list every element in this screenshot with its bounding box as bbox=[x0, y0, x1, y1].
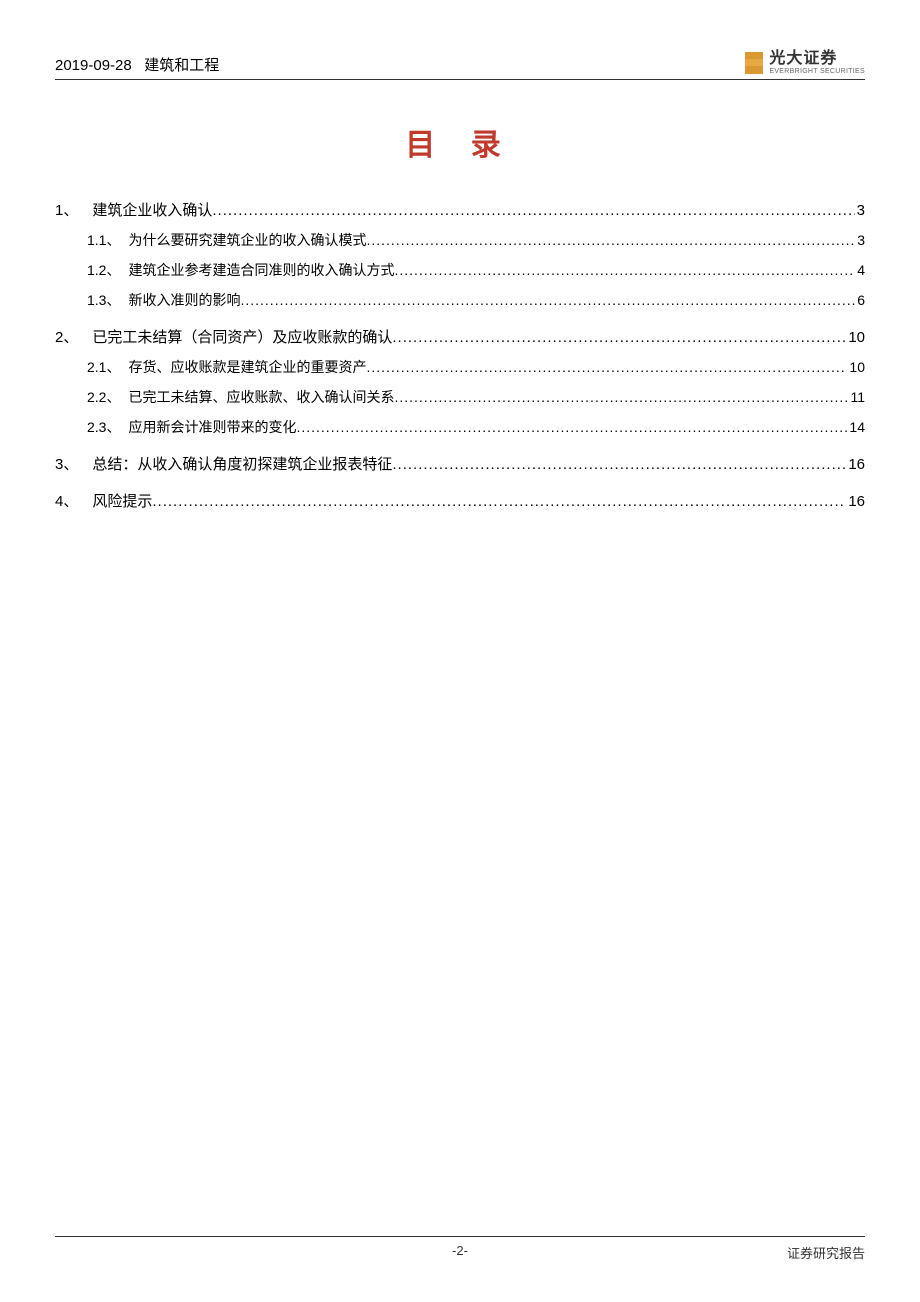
toc-num: 1.3、 bbox=[87, 290, 120, 310]
toc-dots bbox=[394, 262, 855, 278]
toc-label: 总结：从收入确认角度初探建筑企业报表特征 bbox=[92, 453, 392, 474]
toc-label: 应用新会计准则带来的变化 bbox=[128, 417, 296, 437]
toc-page: 16 bbox=[846, 456, 865, 473]
toc-num: 1.1、 bbox=[87, 230, 120, 250]
toc-entry-sub: 1.2、建筑企业参考建造合同准则的收入确认方式 4 bbox=[87, 260, 865, 280]
toc-section: 1、建筑企业收入确认 3 1.1、为什么要研究建筑企业的收入确认模式 3 1.2、建筑企… bbox=[55, 199, 865, 310]
toc-page: 14 bbox=[847, 419, 865, 435]
toc-section: 3、总结：从收入确认角度初探建筑企业报表特征 16 bbox=[55, 453, 865, 474]
toc-num: 3、 bbox=[55, 453, 78, 474]
toc-label: 风险提示 bbox=[92, 490, 152, 511]
toc-num: 1、 bbox=[55, 199, 78, 220]
toc-num: 2.3、 bbox=[87, 417, 120, 437]
page-footer: -2- 证券研究报告 bbox=[55, 1236, 865, 1262]
toc-num: 2.2、 bbox=[87, 387, 120, 407]
toc-entry-sub: 1.3、新收入准则的影响 6 bbox=[87, 290, 865, 310]
toc-page: 10 bbox=[846, 329, 865, 346]
toc-entry-sub: 1.1、为什么要研究建筑企业的收入确认模式 3 bbox=[87, 230, 865, 250]
toc-dots bbox=[366, 232, 855, 248]
toc-dots bbox=[152, 493, 846, 510]
toc-label: 为什么要研究建筑企业的收入确认模式 bbox=[128, 230, 366, 250]
toc-entry-sub: 2.1、存货、应收账款是建筑企业的重要资产 10 bbox=[87, 357, 865, 377]
toc-page: 3 bbox=[855, 202, 865, 219]
toc-entry-main: 2、已完工未结算（合同资产）及应收账款的确认 10 bbox=[55, 326, 865, 347]
toc-page: 16 bbox=[846, 493, 865, 510]
toc-dots bbox=[392, 329, 846, 346]
toc-dots bbox=[212, 202, 854, 219]
header-meta: 2019-09-28 建筑和工程 bbox=[55, 54, 219, 75]
toc-dots bbox=[240, 292, 855, 308]
footer-page-number: -2- bbox=[452, 1243, 468, 1258]
toc-entry-main: 3、总结：从收入确认角度初探建筑企业报表特征 16 bbox=[55, 453, 865, 474]
toc-entry-main: 1、建筑企业收入确认 3 bbox=[55, 199, 865, 220]
toc-num: 1.2、 bbox=[87, 260, 120, 280]
toc-num: 2、 bbox=[55, 326, 78, 347]
page-header: 2019-09-28 建筑和工程 光大证券 EVERBRIGHT SECURIT… bbox=[55, 50, 865, 80]
toc-title: 目 录 bbox=[55, 120, 865, 164]
toc-section: 4、风险提示 16 bbox=[55, 490, 865, 511]
toc-page: 10 bbox=[847, 359, 865, 375]
toc-entry-sub: 2.3、应用新会计准则带来的变化 14 bbox=[87, 417, 865, 437]
toc-page: 3 bbox=[855, 232, 865, 248]
logo-text: 光大证券 EVERBRIGHT SECURITIES bbox=[769, 50, 865, 75]
logo-icon bbox=[745, 52, 763, 74]
toc-section: 2、已完工未结算（合同资产）及应收账款的确认102.1、存货、应收账款是建筑企业… bbox=[55, 326, 865, 437]
toc-page: 11 bbox=[848, 389, 865, 405]
footer-report-type: 证券研究报告 bbox=[787, 1243, 865, 1262]
toc-dots bbox=[366, 359, 847, 375]
toc-entry-main: 4、风险提示 16 bbox=[55, 490, 865, 511]
toc-label: 建筑企业收入确认 bbox=[92, 199, 212, 220]
toc-label: 已完工未结算、应收账款、收入确认间关系 bbox=[128, 387, 394, 407]
company-logo: 光大证券 EVERBRIGHT SECURITIES bbox=[745, 50, 865, 75]
header-date: 2019-09-28 bbox=[55, 57, 132, 74]
logo-cn: 光大证券 bbox=[769, 50, 865, 68]
header-category: 建筑和工程 bbox=[144, 57, 219, 74]
toc-label: 已完工未结算（合同资产）及应收账款的确认 bbox=[92, 326, 392, 347]
table-of-contents: 1、建筑企业收入确认 3 1.1、为什么要研究建筑企业的收入确认模式 3 1.2、建筑企… bbox=[55, 199, 865, 511]
toc-dots bbox=[394, 389, 848, 405]
toc-num: 4、 bbox=[55, 490, 78, 511]
toc-dots bbox=[296, 419, 847, 435]
logo-en: EVERBRIGHT SECURITIES bbox=[769, 68, 865, 76]
toc-num: 2.1、 bbox=[87, 357, 120, 377]
toc-label: 建筑企业参考建造合同准则的收入确认方式 bbox=[128, 260, 394, 280]
toc-page: 6 bbox=[855, 292, 865, 308]
toc-dots bbox=[392, 456, 846, 473]
footer-rule bbox=[55, 1236, 865, 1237]
toc-label: 新收入准则的影响 bbox=[128, 290, 240, 310]
toc-page: 4 bbox=[855, 262, 865, 278]
toc-label: 存货、应收账款是建筑企业的重要资产 bbox=[128, 357, 366, 377]
toc-entry-sub: 2.2、已完工未结算、应收账款、收入确认间关系 11 bbox=[87, 387, 865, 407]
